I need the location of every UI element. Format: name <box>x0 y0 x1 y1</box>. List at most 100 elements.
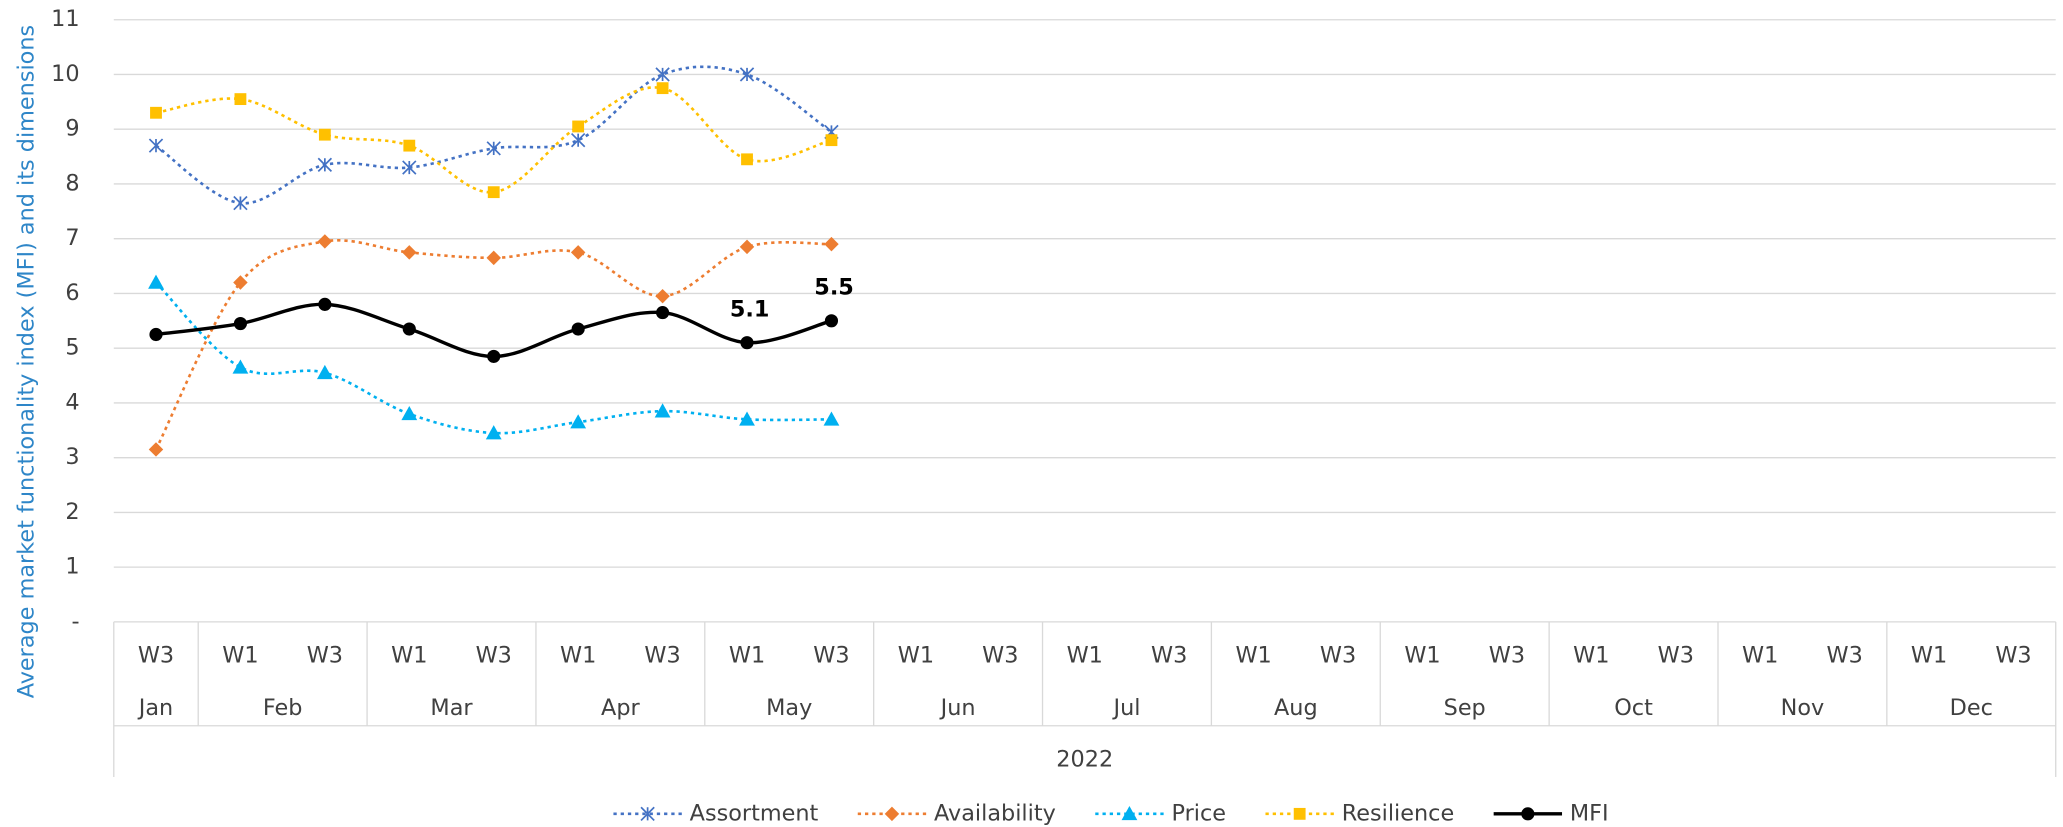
marker <box>571 322 585 336</box>
marker <box>656 82 669 95</box>
y-tick-label: - <box>72 608 80 634</box>
marker <box>739 411 755 426</box>
marker <box>572 120 585 133</box>
series-line <box>155 86 832 194</box>
marker <box>1121 805 1138 821</box>
marker <box>740 336 754 350</box>
marker <box>402 322 416 336</box>
marker <box>316 364 333 380</box>
x-tick-label: W1 <box>1235 643 1271 669</box>
y-axis-title: Average market functionality index (MFI)… <box>14 25 40 698</box>
month-label: Aug <box>1274 695 1318 721</box>
marker <box>148 274 164 289</box>
legend-label: Price <box>1172 800 1227 826</box>
month-label: Sep <box>1444 695 1486 721</box>
x-tick-label: W3 <box>476 643 512 669</box>
series-line <box>154 239 832 451</box>
marker <box>149 327 163 342</box>
y-tick-label: 10 <box>51 61 79 87</box>
x-tick-label: W3 <box>813 643 849 669</box>
y-tick-label: 6 <box>65 280 79 306</box>
x-tick-label: W1 <box>729 643 765 669</box>
y-tick-label: 7 <box>65 225 79 251</box>
legend-label: Availability <box>934 800 1056 826</box>
month-label: Nov <box>1781 695 1825 721</box>
x-tick-label: W1 <box>1742 643 1778 669</box>
marker <box>232 359 249 374</box>
x-tick-label: W3 <box>982 643 1018 669</box>
marker <box>570 245 586 260</box>
y-tick-label: 1 <box>65 554 79 580</box>
marker <box>655 67 670 82</box>
x-tick-label: W1 <box>560 643 596 669</box>
marker <box>570 414 587 429</box>
month-label: Feb <box>263 695 303 721</box>
legend-item: MFI <box>1493 800 1609 826</box>
month-label: Oct <box>1614 695 1653 721</box>
marker <box>741 153 753 166</box>
y-tick-label: 8 <box>65 170 79 196</box>
month-label: Jan <box>137 695 173 721</box>
marker <box>402 245 417 260</box>
marker <box>318 297 332 311</box>
marker <box>1521 807 1535 821</box>
y-tick-label: 5 <box>65 335 79 361</box>
x-tick-label: W1 <box>1404 643 1440 669</box>
data-label: 5.1 <box>730 296 770 322</box>
y-tick-label: 2 <box>65 499 79 525</box>
data-label: 5.5 <box>814 274 854 300</box>
x-tick-label: W1 <box>1067 643 1103 669</box>
x-tick-label: W3 <box>138 643 174 669</box>
marker <box>317 234 333 249</box>
marker <box>233 275 248 290</box>
legend-item: Assortment <box>613 800 819 826</box>
series-line <box>155 65 833 205</box>
x-tick-label: W3 <box>1151 643 1187 669</box>
marker <box>401 405 418 421</box>
month-label: Jul <box>1111 695 1140 721</box>
marker <box>884 806 900 822</box>
marker <box>402 160 417 175</box>
x-tick-label: W3 <box>1995 643 2031 669</box>
x-tick-label: W3 <box>1826 643 1862 669</box>
marker <box>570 132 586 148</box>
marker <box>487 186 500 199</box>
marker <box>233 316 248 331</box>
y-tick-label: 9 <box>65 116 79 142</box>
marker <box>1293 807 1306 820</box>
legend-item: Price <box>1095 800 1226 826</box>
category-group-label: 2022 <box>1056 746 1113 772</box>
y-tick-label: 3 <box>65 444 79 470</box>
marker <box>403 139 416 152</box>
y-tick-label: 4 <box>65 389 79 415</box>
month-label: Mar <box>430 695 473 721</box>
marker <box>486 250 501 266</box>
marker <box>234 93 247 106</box>
month-label: May <box>766 695 812 721</box>
marker <box>640 806 655 822</box>
y-tick-label: 11 <box>51 6 79 32</box>
legend-label: MFI <box>1570 800 1609 826</box>
legend: Assortment Availability Price Resilience MFI <box>613 800 1609 826</box>
marker <box>318 128 331 141</box>
x-tick-label: W1 <box>898 643 934 669</box>
series-line <box>155 281 832 435</box>
marker <box>823 411 840 426</box>
marker <box>487 349 501 363</box>
x-tick-label: W3 <box>1658 643 1694 669</box>
marker <box>233 195 248 211</box>
x-tick-label: W3 <box>1320 643 1356 669</box>
month-label: Dec <box>1950 695 1993 721</box>
marker <box>824 314 839 328</box>
marker <box>486 141 501 156</box>
x-tick-label: W1 <box>1573 643 1609 669</box>
marker <box>655 288 670 304</box>
marker <box>148 442 164 457</box>
marker <box>656 306 670 320</box>
x-tick-label: W1 <box>391 643 427 669</box>
marker <box>148 138 164 153</box>
marker <box>739 239 755 255</box>
x-tick-label: W1 <box>222 643 258 669</box>
